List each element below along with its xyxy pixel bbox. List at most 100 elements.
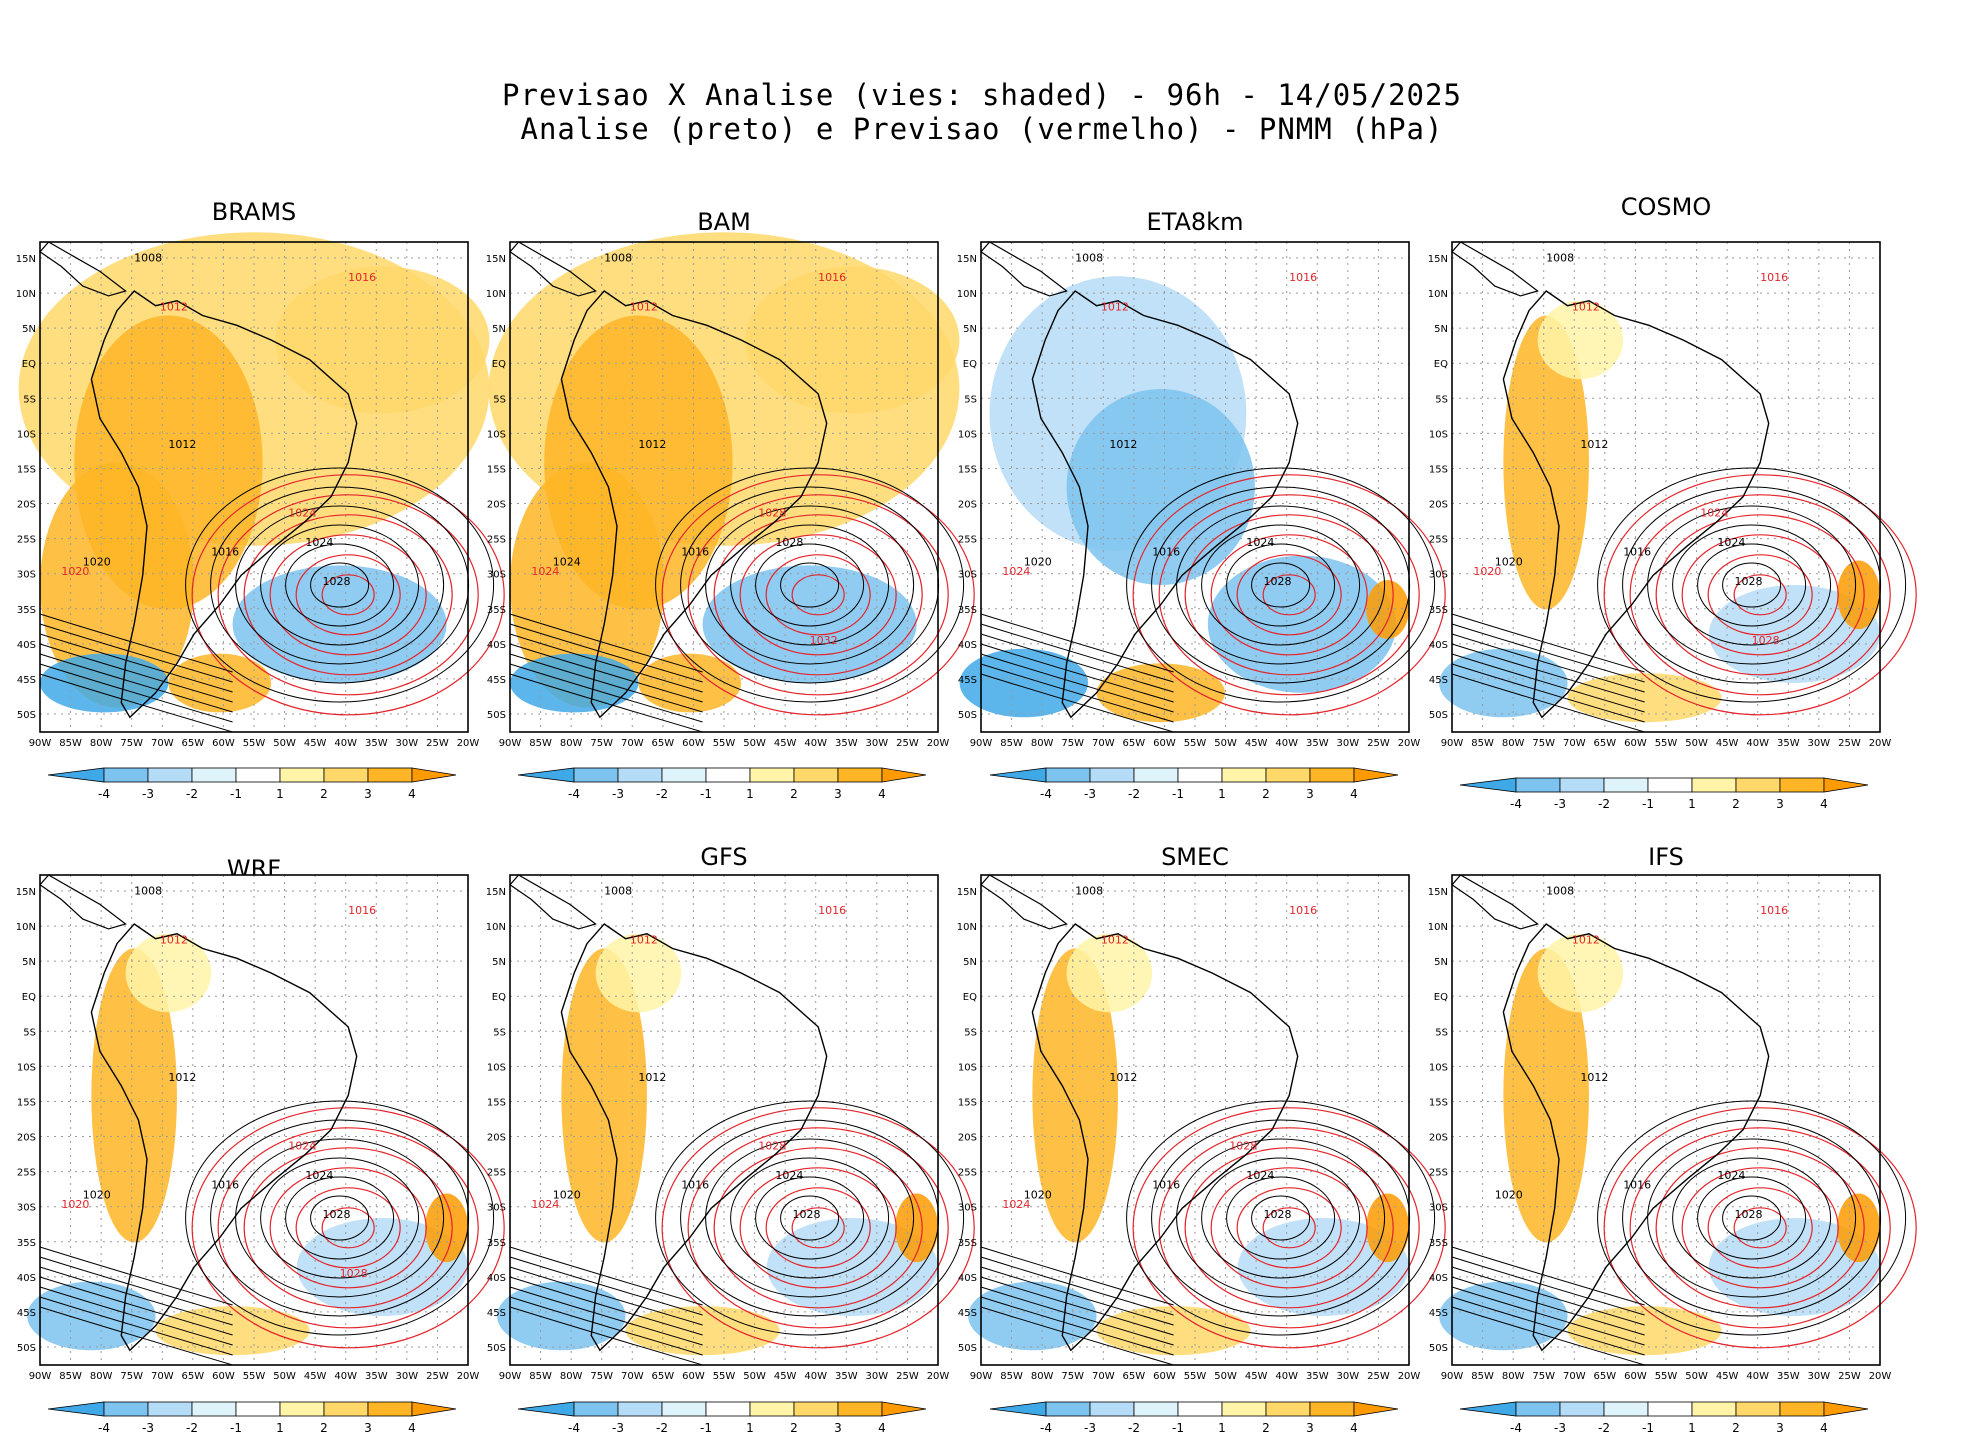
lon-tick-label: 70W	[151, 738, 174, 749]
bias-shading	[1439, 648, 1568, 718]
lon-tick-label: 75W	[1061, 1371, 1084, 1382]
coastline	[560, 923, 828, 1352]
lon-tick-label: 60W	[212, 738, 235, 749]
lat-tick-label: 35S	[487, 605, 506, 616]
lon-tick-label: 70W	[1563, 738, 1586, 749]
analysis-contour-label: 1020	[83, 1188, 111, 1201]
panel-title: GFS	[700, 843, 748, 871]
lon-tick-label: 60W	[1153, 738, 1176, 749]
lon-tick-label: 45W	[304, 738, 327, 749]
analysis-contour-label: 1020	[553, 1188, 581, 1201]
analysis-isobar	[980, 653, 1174, 713]
lat-tick-label: 30S	[487, 1203, 506, 1214]
analysis-isobar	[509, 663, 703, 723]
lon-tick-label: 55W	[713, 1371, 736, 1382]
analysis-isobar	[1226, 1176, 1336, 1260]
bias-shading	[1837, 560, 1880, 630]
lat-tick-label: 15S	[1429, 1097, 1448, 1108]
colorbar-label: 4	[1350, 1421, 1358, 1435]
lon-tick-label: 20W	[1398, 738, 1421, 749]
colorbar-label: 2	[1732, 797, 1740, 811]
lon-tick-label: 55W	[713, 738, 736, 749]
colorbar-swatch	[1823, 1401, 1869, 1417]
lat-tick-label: 35S	[958, 1238, 977, 1249]
analysis-isobar	[1451, 1276, 1645, 1336]
lat-tick-label: 40S	[487, 640, 506, 651]
lon-tick-label: 60W	[1153, 1371, 1176, 1382]
lon-tick-label: 75W	[590, 738, 613, 749]
panel-title: BAM	[697, 208, 751, 236]
lat-tick-label: 15N	[486, 254, 506, 265]
lon-tick-label: 45W	[1716, 1371, 1739, 1382]
bias-shading	[745, 266, 960, 414]
lon-tick-label: 45W	[1245, 738, 1268, 749]
analysis-isobar	[1672, 524, 1832, 646]
colorbar-swatch	[517, 1401, 575, 1417]
forecast-isobar	[295, 1187, 401, 1269]
colorbar-swatch	[705, 1401, 751, 1417]
forecast-isobar	[1236, 1187, 1342, 1269]
analysis-contour-label: 1028	[1734, 1208, 1762, 1221]
colorbar-label: -3	[1084, 787, 1096, 801]
lon-tick-label: 35W	[1306, 1371, 1329, 1382]
colorbar-swatch	[1133, 767, 1179, 783]
lon-tick-label: 65W	[182, 1371, 205, 1382]
lon-tick-label: 75W	[120, 1371, 143, 1382]
lon-tick-label: 70W	[1092, 738, 1115, 749]
lat-tick-label: 5N	[22, 324, 36, 335]
lat-tick-label: 50S	[17, 1343, 36, 1354]
lat-tick-label: 5S	[493, 1027, 506, 1038]
analysis-isobar	[655, 467, 965, 703]
analysis-isobar	[980, 1276, 1174, 1336]
analysis-isobar	[509, 1286, 703, 1346]
lon-tick-label: 80W	[1502, 1371, 1525, 1382]
analysis-isobar	[755, 543, 865, 627]
colorbar: -4 -3 -2 -1 1 2 3 4	[47, 1401, 457, 1435]
analysis-isobar	[185, 1100, 495, 1336]
analysis-isobar	[39, 1306, 233, 1366]
lat-tick-label: 5N	[492, 324, 506, 335]
analysis-contour-label: 1016	[681, 1179, 709, 1192]
lat-tick-label: EQ	[963, 992, 977, 1003]
colorbar-label: -2	[656, 787, 668, 801]
analysis-contour-label: 1016	[1623, 546, 1651, 559]
forecast-isobar	[1210, 534, 1368, 656]
forecast-isobar	[1707, 1187, 1813, 1269]
map-frame	[1451, 241, 1881, 733]
forecast-contour-label: 1012	[160, 934, 188, 947]
analysis-contour-label: 1024	[1246, 536, 1274, 549]
lon-tick-label: 55W	[243, 1371, 266, 1382]
lon-tick-label: 35W	[365, 738, 388, 749]
lon-tick-label: 40W	[804, 738, 827, 749]
analysis-isobar	[1201, 524, 1361, 646]
lat-tick-label: 5N	[963, 957, 977, 968]
forecast-isobar	[243, 1147, 453, 1309]
analysis-isobar	[509, 1296, 703, 1356]
lon-tick-label: 25W	[1838, 1371, 1861, 1382]
bias-shading	[1439, 1281, 1568, 1351]
colorbar-label: 2	[1262, 787, 1270, 801]
lon-tick-label: 85W	[59, 1371, 82, 1382]
colorbar-swatch	[323, 1401, 369, 1417]
lat-tick-label: 10N	[1428, 289, 1448, 300]
forecast-isobar	[1158, 1127, 1420, 1329]
analysis-isobar	[980, 1256, 1174, 1316]
lat-tick-label: 50S	[487, 710, 506, 721]
forecast-contour-label: 1012	[1572, 301, 1600, 314]
analysis-isobar	[260, 1157, 420, 1279]
bias-shading	[40, 653, 169, 713]
analysis-contour-label: 1020	[1024, 1188, 1052, 1201]
colorbar-label: 1	[276, 787, 284, 801]
colorbar-swatch	[367, 1401, 413, 1417]
lon-tick-label: 80W	[1031, 1371, 1054, 1382]
forecast-contour-label: 1028	[758, 1139, 786, 1152]
analysis-isobar	[1451, 623, 1645, 683]
lon-tick-label: 90W	[1441, 1371, 1464, 1382]
colorbar-label: -4	[1040, 787, 1052, 801]
lon-tick-label: 30W	[866, 738, 889, 749]
lat-tick-label: 20S	[1429, 500, 1448, 511]
colorbar-label: -1	[1172, 1421, 1184, 1435]
bias-shading	[1032, 948, 1118, 1243]
analysis-isobar	[980, 1246, 1174, 1306]
analysis-isobar	[39, 1296, 233, 1356]
